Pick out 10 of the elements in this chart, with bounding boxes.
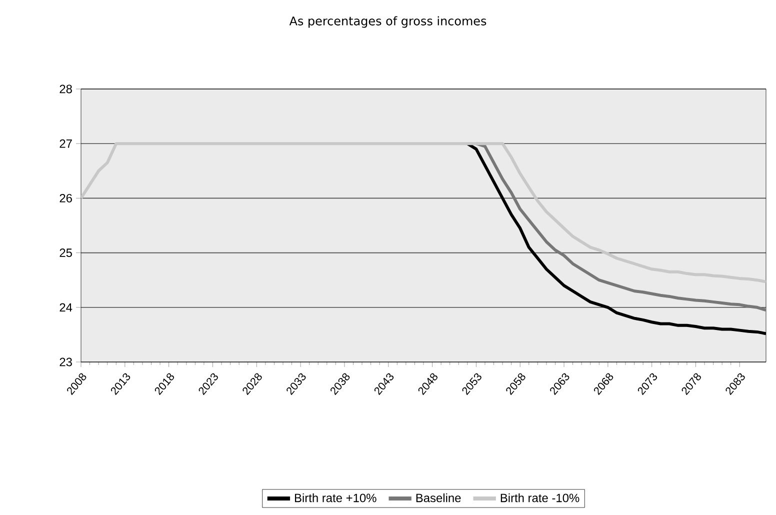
legend-label: Birth rate +10% bbox=[295, 493, 376, 502]
y-tick-label: 28 bbox=[60, 84, 72, 94]
legend-label: Birth rate -10% bbox=[500, 493, 580, 502]
legend-label: Baseline bbox=[416, 493, 461, 502]
y-tick-label: 27 bbox=[60, 139, 72, 148]
y-tick-label: 24 bbox=[60, 303, 72, 312]
y-tick-label: 25 bbox=[60, 248, 72, 258]
chart-title: As percentages of gross incomes bbox=[289, 16, 486, 28]
y-tick-label: 23 bbox=[60, 358, 72, 366]
y-tick-label: 26 bbox=[60, 194, 72, 202]
